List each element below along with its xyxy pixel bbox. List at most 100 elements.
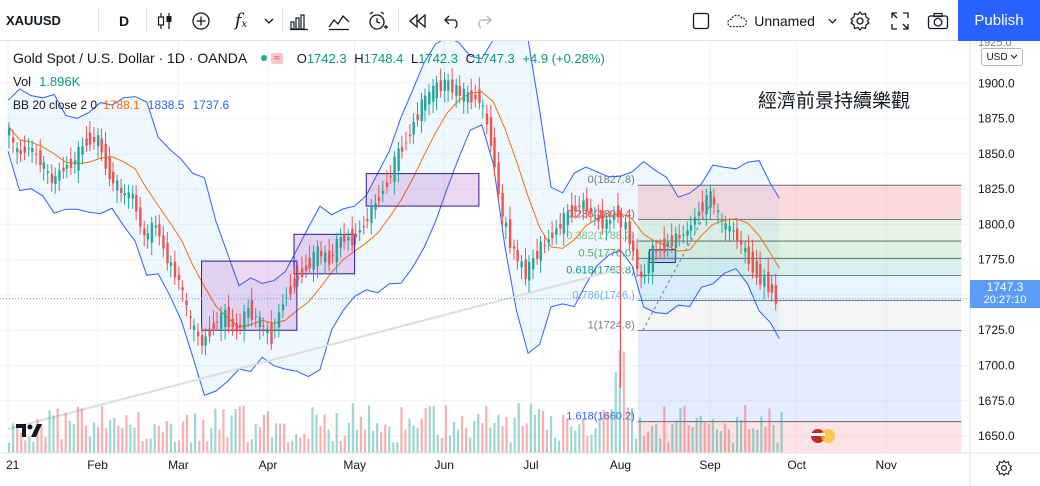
volume-bar bbox=[432, 405, 435, 453]
time-tick-label: 21 bbox=[6, 458, 20, 472]
redo-icon bbox=[478, 15, 492, 29]
chart-area[interactable]: 0(1827.8)0.236(1803.4)0.382(1788.2)0.5(1… bbox=[0, 41, 1040, 486]
interval-label: D bbox=[118, 12, 130, 29]
price-chart[interactable]: 0(1827.8)0.236(1803.4)0.382(1788.2)0.5(1… bbox=[0, 41, 1040, 486]
candle-body bbox=[770, 284, 774, 293]
candle-body bbox=[736, 228, 739, 241]
candle-body bbox=[728, 225, 731, 232]
candle-body bbox=[81, 146, 84, 155]
financials-button[interactable] bbox=[286, 0, 312, 41]
candle-body bbox=[616, 205, 620, 218]
low-label: L bbox=[410, 50, 419, 66]
fullscreen-toggle[interactable] bbox=[688, 0, 714, 41]
candle-body bbox=[39, 150, 42, 166]
candle-body bbox=[659, 248, 662, 250]
currency-selector[interactable]: USD bbox=[981, 48, 1023, 66]
volume-bar bbox=[64, 412, 67, 453]
candle-body bbox=[435, 82, 438, 99]
divider bbox=[146, 8, 147, 33]
bb-upper-value: 1838.5 bbox=[147, 98, 185, 112]
indicators-dropdown[interactable] bbox=[260, 0, 278, 41]
volume-bar bbox=[497, 414, 500, 453]
fib-zone bbox=[637, 241, 962, 259]
add-indicator-button[interactable] bbox=[188, 0, 214, 41]
volume-bar bbox=[489, 427, 492, 453]
publish-button[interactable]: Publish bbox=[958, 0, 1040, 41]
replay-button[interactable] bbox=[404, 0, 432, 41]
volume-bar bbox=[436, 434, 439, 453]
volume-bar bbox=[270, 437, 274, 453]
candle-body bbox=[551, 232, 554, 239]
candle-body bbox=[23, 146, 26, 153]
candle-body bbox=[712, 197, 716, 205]
candle-body bbox=[389, 176, 392, 178]
symbol-search-button[interactable]: XAUUSD bbox=[6, 0, 68, 41]
volume-bar bbox=[12, 423, 15, 453]
volume-bar bbox=[68, 420, 71, 453]
compare-button[interactable] bbox=[326, 0, 352, 41]
chevron-down-icon bbox=[1010, 54, 1017, 59]
candle-body bbox=[296, 276, 300, 280]
volume-bar bbox=[748, 429, 751, 453]
chart-annotation[interactable]: 經濟前景持續樂觀 bbox=[758, 90, 911, 112]
bollinger-band-fill bbox=[8, 41, 780, 396]
volume-bar bbox=[323, 414, 326, 453]
volume-bar bbox=[671, 424, 674, 453]
close-value: 1747.3 bbox=[475, 50, 515, 66]
volume-bar bbox=[663, 406, 666, 453]
volume-bar bbox=[335, 412, 338, 453]
volume-bar bbox=[258, 426, 261, 453]
chart-type-button[interactable] bbox=[152, 0, 178, 41]
chevron-down-icon bbox=[828, 18, 837, 24]
volume-bar bbox=[549, 416, 553, 453]
candle-body bbox=[628, 221, 631, 245]
candle-body bbox=[612, 215, 616, 220]
volume-bar bbox=[578, 424, 581, 453]
volume-bar bbox=[40, 423, 43, 453]
volume-bar bbox=[84, 425, 88, 453]
event-flag-icon bbox=[811, 433, 825, 436]
tradingview-logo[interactable] bbox=[14, 418, 44, 442]
candle-body bbox=[620, 215, 623, 217]
settings-button[interactable] bbox=[846, 0, 874, 41]
expand-button[interactable] bbox=[886, 0, 914, 41]
candle-body bbox=[536, 250, 539, 259]
layout-name-button[interactable]: Unnamed bbox=[726, 0, 838, 41]
candle-body bbox=[439, 80, 442, 92]
candle-body bbox=[100, 138, 103, 153]
alert-button[interactable] bbox=[364, 0, 392, 41]
volume-bar bbox=[72, 423, 75, 453]
redo-button[interactable] bbox=[470, 0, 496, 41]
volume-bar bbox=[655, 423, 658, 453]
candle-body bbox=[566, 211, 570, 226]
undo-button[interactable] bbox=[440, 0, 466, 41]
volume-bar bbox=[444, 405, 447, 453]
gear-icon bbox=[995, 459, 1013, 477]
volume-bar bbox=[80, 408, 83, 453]
candle-body bbox=[146, 233, 150, 240]
candle-body bbox=[216, 321, 219, 323]
time-tick-label: Feb bbox=[87, 458, 108, 472]
volume-bar bbox=[129, 424, 132, 453]
volume-bar bbox=[541, 410, 545, 453]
volume-bar bbox=[392, 442, 395, 453]
candle-body bbox=[582, 200, 585, 210]
candle-body bbox=[420, 99, 423, 121]
change-value: +4.9 (+0.28%) bbox=[522, 50, 605, 66]
time-tick-label: Oct bbox=[787, 458, 806, 472]
price-tick-label: 1675.0 bbox=[978, 394, 1015, 408]
volume-bar bbox=[448, 435, 452, 453]
price-tick-label: 1900.0 bbox=[978, 76, 1015, 90]
candle-body bbox=[605, 219, 608, 230]
volume-bar bbox=[509, 442, 512, 453]
bollinger-upper-line bbox=[7, 41, 780, 287]
snapshot-button[interactable] bbox=[924, 0, 952, 41]
axis-settings-button[interactable] bbox=[992, 456, 1016, 480]
interval-button[interactable]: D bbox=[108, 0, 140, 41]
candle-body bbox=[208, 328, 211, 337]
volume-bar bbox=[359, 416, 363, 453]
time-tick-label: Jul bbox=[523, 458, 538, 472]
candle-body bbox=[682, 234, 685, 236]
candle-body bbox=[666, 242, 670, 247]
